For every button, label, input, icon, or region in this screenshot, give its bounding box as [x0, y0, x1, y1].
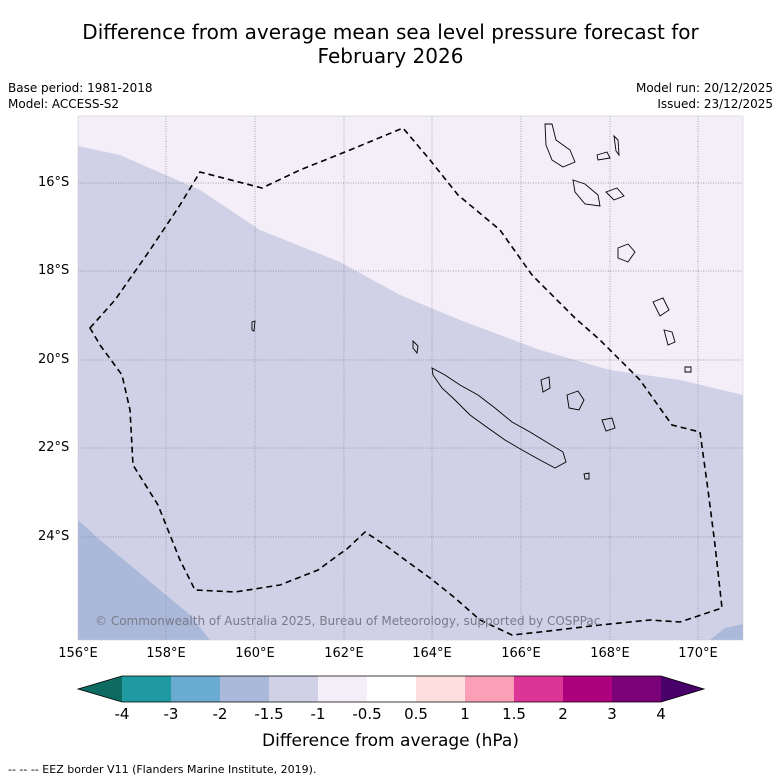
tanna-island	[663, 329, 676, 346]
colorbar-label: 3	[607, 705, 617, 723]
efate-island	[617, 243, 636, 263]
colorbar-segment-1	[122, 676, 171, 702]
colorbar-segment-8	[465, 676, 514, 702]
erromango-island	[652, 297, 670, 317]
lon-label-168e: 168°E	[590, 646, 630, 661]
lon-label-160e: 160°E	[235, 646, 275, 661]
eez-footnote: -- -- -- EEZ border V11 (Flanders Marine…	[8, 763, 317, 776]
lon-label-162e: 162°E	[324, 646, 364, 661]
colorbar-segment-4	[269, 676, 318, 702]
colorbar-label: -1	[310, 705, 326, 723]
copyright-notice: © Commonwealth of Australia 2025, Bureau…	[95, 614, 601, 628]
title-line-2: February 2026	[317, 44, 464, 68]
lat-label-20s: 20°S	[38, 352, 70, 367]
base-period: Base period: 1981-2018	[8, 81, 153, 95]
coastlines	[251, 123, 692, 480]
colorbar-label: 1.5	[502, 705, 526, 723]
colorbar-label: 4	[656, 705, 666, 723]
colorbar-segment-3	[220, 676, 269, 702]
colorbar-segment-10	[563, 676, 612, 702]
ambae-island	[596, 151, 611, 161]
belep-island	[412, 339, 419, 355]
espiritu-santo-island	[544, 123, 576, 168]
aneityum-island	[684, 366, 692, 373]
map-frame	[77, 115, 744, 641]
model-run: Model run: 20/12/2025	[635, 81, 773, 95]
malekula-island	[572, 179, 601, 207]
chesterfield-reef	[251, 320, 256, 332]
lon-label-170e: 170°E	[678, 646, 718, 661]
lon-label-158e: 158°E	[146, 646, 186, 661]
lifou-island	[566, 390, 585, 411]
colorbar-label: -2	[212, 705, 228, 723]
isle-of-pines	[583, 472, 590, 480]
colorbar-label: -0.5	[352, 705, 382, 723]
colorbar-title: Difference from average (hPa)	[262, 731, 519, 751]
anomaly-band-minus-1-5-se	[710, 624, 743, 640]
maewo-island	[613, 134, 620, 157]
ouvea-island	[540, 376, 551, 393]
colorbar-segment-5	[318, 676, 367, 702]
model-name: Model: ACCESS-S2	[8, 97, 120, 111]
issued-date: Issued: 23/12/2025	[657, 97, 773, 111]
colorbar	[76, 675, 706, 703]
eez-border	[89, 127, 723, 636]
colorbar-label: -4	[114, 705, 130, 723]
colorbar-segment-6	[367, 676, 416, 702]
colorbar-segment-7	[416, 676, 465, 702]
lon-label-164e: 164°E	[412, 646, 452, 661]
lat-label-16s: 16°S	[38, 175, 70, 190]
colorbar-segment-11	[612, 676, 661, 702]
chart-title: Difference from average mean sea level p…	[0, 20, 781, 68]
pentecost-ambrym-islands	[605, 187, 625, 201]
colorbar-label: -3	[163, 705, 179, 723]
colorbar-segment-9	[514, 676, 563, 702]
colorbar-label: 1	[460, 705, 470, 723]
lat-label-24s: 24°S	[38, 529, 70, 544]
colorbar-segment-2	[171, 676, 220, 702]
meta-left: Base period: 1981-2018 Model: ACCESS-S2	[8, 80, 153, 112]
lon-label-156e: 156°E	[58, 646, 98, 661]
colorbar-extend-low	[78, 676, 122, 702]
colorbar-label: -1.5	[254, 705, 284, 723]
colorbar-label: 2	[558, 705, 568, 723]
mare-island	[601, 417, 616, 432]
new-caledonia-island	[431, 367, 567, 469]
lat-label-22s: 22°S	[38, 440, 70, 455]
anomaly-band-minus-1	[78, 146, 743, 640]
map-area	[78, 116, 743, 640]
colorbar-outline	[76, 675, 706, 703]
colorbar-label: 0.5	[404, 705, 428, 723]
lat-label-18s: 18°S	[38, 263, 70, 278]
meta-right: Model run: 20/12/2025 Issued: 23/12/2025	[636, 80, 773, 112]
colorbar-extend-high	[661, 676, 704, 702]
anomaly-band-minus-1-5-sw	[78, 520, 210, 640]
lon-label-166e: 166°E	[501, 646, 541, 661]
title-line-1: Difference from average mean sea level p…	[82, 20, 699, 44]
graticule	[78, 116, 743, 640]
